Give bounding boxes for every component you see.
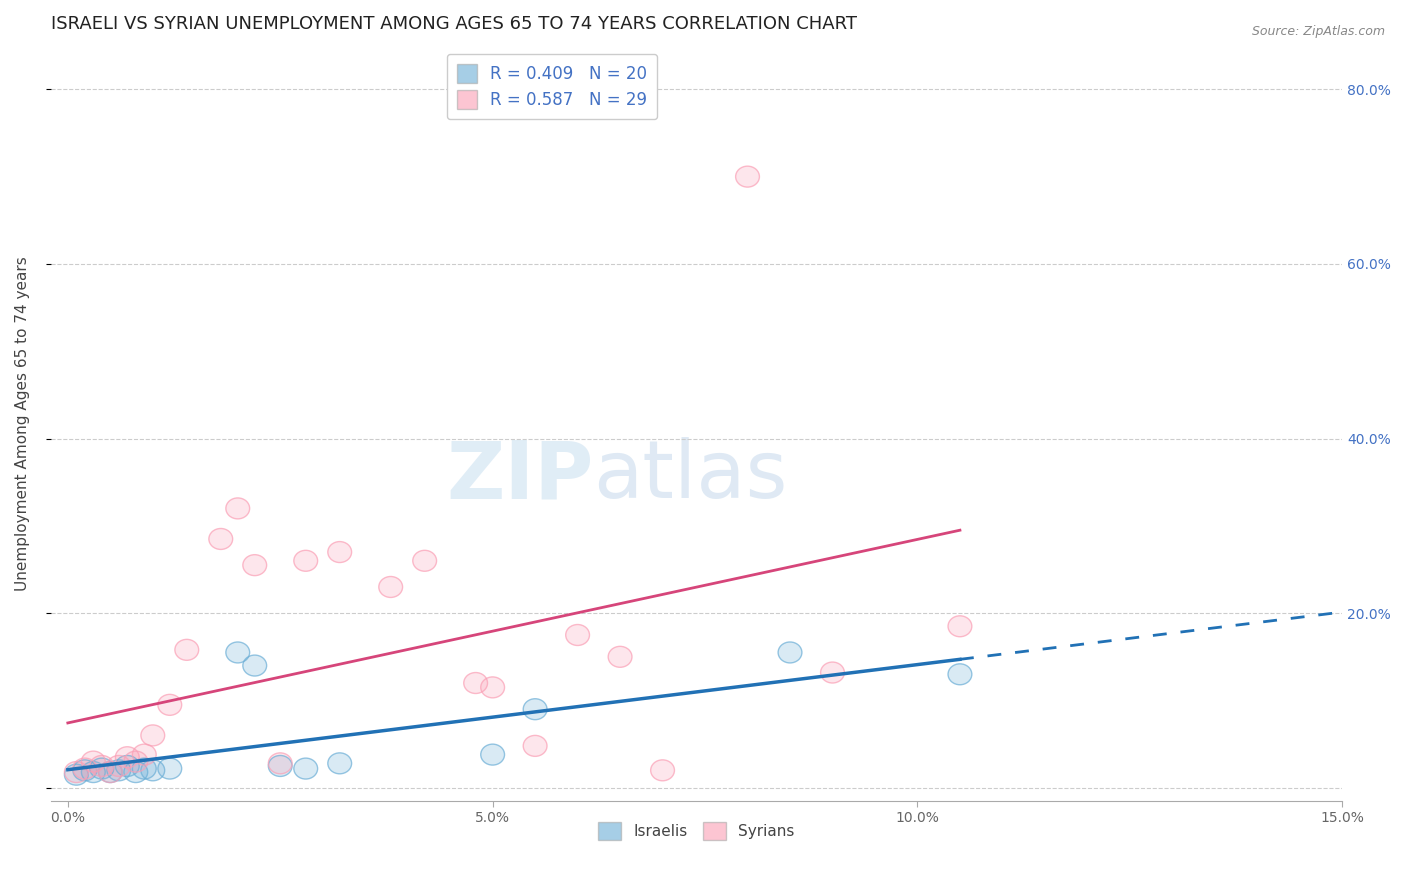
Ellipse shape bbox=[778, 642, 801, 663]
Text: atlas: atlas bbox=[593, 437, 787, 516]
Ellipse shape bbox=[413, 550, 437, 571]
Ellipse shape bbox=[82, 762, 105, 782]
Ellipse shape bbox=[82, 751, 105, 772]
Ellipse shape bbox=[115, 747, 139, 768]
Ellipse shape bbox=[328, 541, 352, 563]
Ellipse shape bbox=[269, 756, 292, 776]
Ellipse shape bbox=[132, 758, 156, 779]
Ellipse shape bbox=[269, 753, 292, 774]
Ellipse shape bbox=[609, 647, 631, 667]
Ellipse shape bbox=[378, 576, 402, 598]
Ellipse shape bbox=[226, 498, 250, 519]
Ellipse shape bbox=[294, 550, 318, 571]
Ellipse shape bbox=[948, 615, 972, 637]
Ellipse shape bbox=[157, 758, 181, 779]
Ellipse shape bbox=[226, 642, 250, 663]
Ellipse shape bbox=[124, 762, 148, 782]
Ellipse shape bbox=[107, 760, 131, 780]
Ellipse shape bbox=[90, 756, 114, 776]
Ellipse shape bbox=[132, 744, 156, 765]
Ellipse shape bbox=[651, 760, 675, 780]
Text: Source: ZipAtlas.com: Source: ZipAtlas.com bbox=[1251, 25, 1385, 38]
Ellipse shape bbox=[209, 528, 232, 549]
Ellipse shape bbox=[948, 664, 972, 685]
Ellipse shape bbox=[243, 555, 267, 575]
Ellipse shape bbox=[328, 753, 352, 774]
Ellipse shape bbox=[523, 735, 547, 756]
Text: ISRAELI VS SYRIAN UNEMPLOYMENT AMONG AGES 65 TO 74 YEARS CORRELATION CHART: ISRAELI VS SYRIAN UNEMPLOYMENT AMONG AGE… bbox=[51, 15, 856, 33]
Ellipse shape bbox=[481, 744, 505, 765]
Legend: Israelis, Syrians: Israelis, Syrians bbox=[592, 816, 801, 847]
Ellipse shape bbox=[73, 758, 97, 779]
Ellipse shape bbox=[294, 758, 318, 779]
Text: ZIP: ZIP bbox=[446, 437, 593, 516]
Ellipse shape bbox=[107, 756, 131, 776]
Ellipse shape bbox=[821, 662, 845, 683]
Ellipse shape bbox=[115, 756, 139, 776]
Ellipse shape bbox=[464, 673, 488, 693]
Ellipse shape bbox=[481, 677, 505, 698]
Ellipse shape bbox=[141, 760, 165, 780]
Ellipse shape bbox=[98, 762, 122, 782]
Ellipse shape bbox=[174, 640, 198, 660]
Ellipse shape bbox=[243, 655, 267, 676]
Ellipse shape bbox=[73, 760, 97, 780]
Ellipse shape bbox=[98, 762, 122, 782]
Ellipse shape bbox=[141, 725, 165, 746]
Ellipse shape bbox=[157, 694, 181, 715]
Ellipse shape bbox=[565, 624, 589, 646]
Ellipse shape bbox=[124, 751, 148, 772]
Ellipse shape bbox=[90, 758, 114, 779]
Ellipse shape bbox=[65, 762, 89, 782]
Ellipse shape bbox=[523, 698, 547, 720]
Ellipse shape bbox=[735, 166, 759, 187]
Ellipse shape bbox=[65, 764, 89, 785]
Y-axis label: Unemployment Among Ages 65 to 74 years: Unemployment Among Ages 65 to 74 years bbox=[15, 256, 30, 591]
